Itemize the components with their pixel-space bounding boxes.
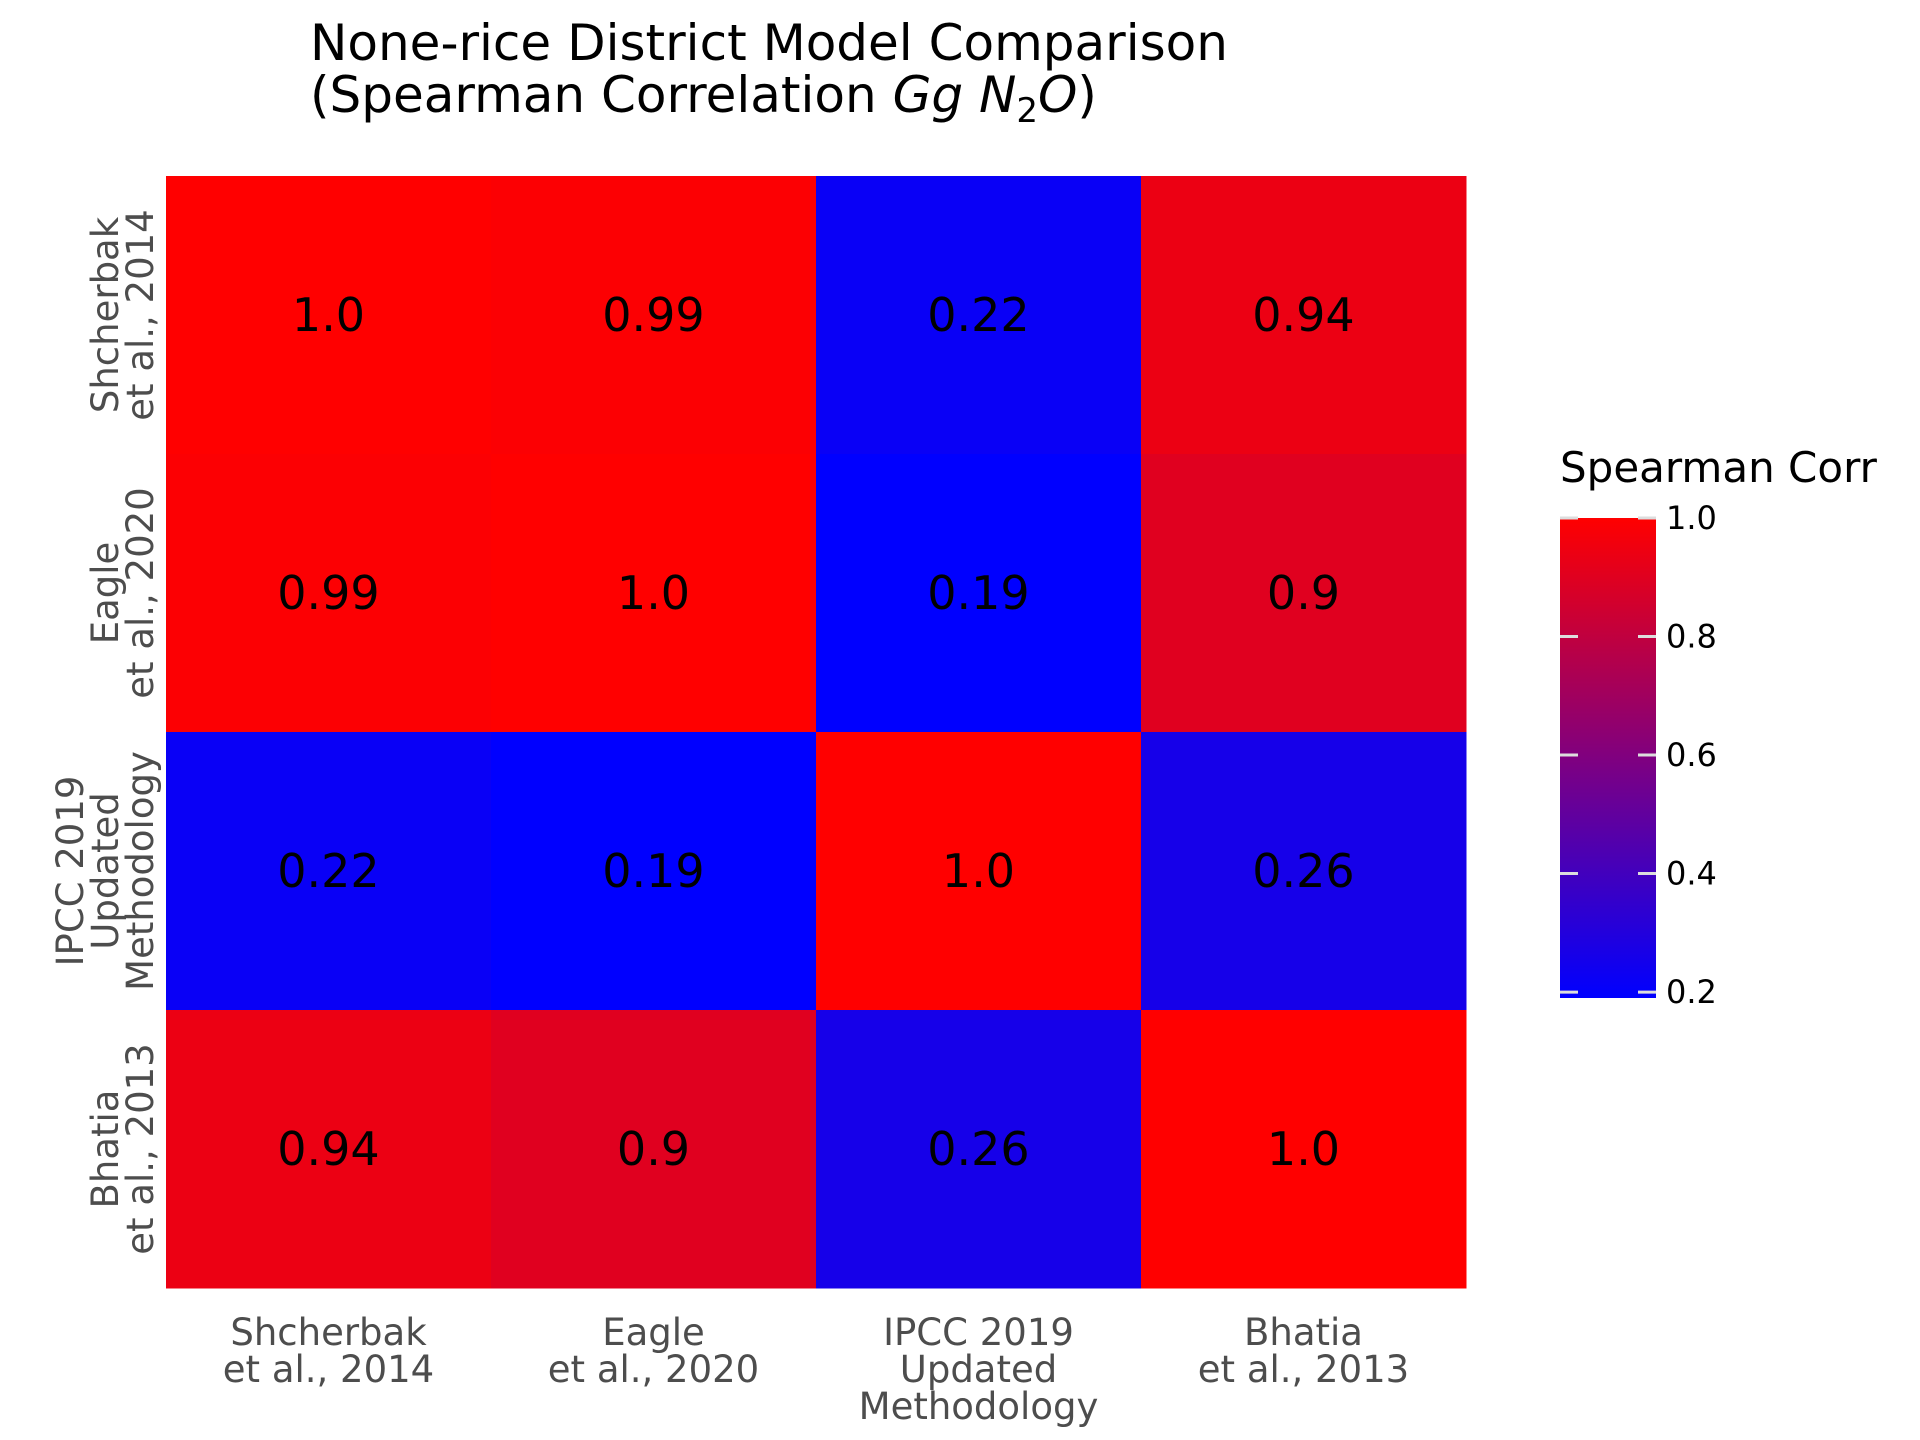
- cell-value-label-0-1: 0.99: [602, 288, 704, 342]
- cell-value-label-3-0: 0.94: [277, 1122, 379, 1176]
- heatmap-cell-3-2: [816, 1010, 1142, 1289]
- x-axis-tick-labels: Shcherbak et al., 2014 Eagle et al., 2020 IP…: [223, 1311, 1409, 1428]
- heatmap-cell-1-0: [166, 454, 492, 733]
- color-legend: Spearman Corr 1.0 0.8 0.6 0.4 0.2: [1560, 443, 1878, 1011]
- heatmap-cell-1-1: [491, 454, 817, 733]
- heatmap-cell-2-2: [816, 732, 1142, 1011]
- legend-ticks: 1.0 0.8 0.6 0.4 0.2: [1560, 499, 1717, 1011]
- y-tick-label-0: Shcherbaket al., 2014: [84, 209, 162, 420]
- heatmap-cell-0-1: [491, 176, 817, 455]
- legend-tick-label-3: 0.4: [1666, 855, 1717, 893]
- chart-title-line1: None-rice District Model Comparison: [310, 14, 1228, 72]
- cell-value-label-2-3: 0.26: [1252, 844, 1354, 898]
- legend-tick-label-1: 0.8: [1666, 618, 1717, 656]
- heatmap-cell-labels: 1.0 0.99 0.22 0.94 0.99 1.0 0.19 0.9 0.22 0.19 1.0…: [277, 288, 1354, 1176]
- legend-title: Spearman Corr: [1560, 443, 1878, 492]
- y-axis-tick-labels: Shcherbaket al., 2014 Eagleet al., 2020 IP…: [49, 209, 162, 1254]
- heatmap-cell-1-2: [816, 454, 1142, 733]
- heatmap-cell-0-3: [1141, 176, 1467, 455]
- cell-value-label-0-0: 1.0: [292, 288, 365, 342]
- y-tick-label-3: Bhatiaet al., 2013: [84, 1043, 162, 1254]
- heatmap-cell-2-3: [1141, 732, 1467, 1011]
- heatmap-cell-1-3: [1141, 454, 1467, 733]
- legend-tick-label-0: 1.0: [1666, 499, 1717, 537]
- cell-value-label-2-1: 0.19: [602, 844, 704, 898]
- cell-value-label-1-2: 0.19: [927, 566, 1029, 620]
- cell-value-label-3-2: 0.26: [927, 1122, 1029, 1176]
- heatmap-cell-3-0: [166, 1010, 492, 1289]
- y-tick-label-2: IPCC 2019UpdatedMethodology: [49, 751, 162, 991]
- cell-value-label-3-1: 0.9: [617, 1122, 690, 1176]
- y-tick-label-1: Eagleet al., 2020: [84, 487, 162, 698]
- chart-title-line2: (Spearman Correlation Gg N2O): [310, 66, 1097, 131]
- x-tick-label-1: Eagle et al., 2020: [548, 1311, 759, 1391]
- cell-value-label-3-3: 1.0: [1267, 1122, 1340, 1176]
- cell-value-label-2-0: 0.22: [277, 844, 379, 898]
- legend-tick-label-4: 0.2: [1666, 973, 1717, 1011]
- heatmap-cell-0-2: [816, 176, 1142, 455]
- cell-value-label-2-2: 1.0: [942, 844, 1015, 898]
- cell-value-label-1-3: 0.9: [1267, 566, 1340, 620]
- cell-value-label-1-0: 0.99: [277, 566, 379, 620]
- heatmap-cell-2-1: [491, 732, 817, 1011]
- heatmap-cell-3-1: [491, 1010, 817, 1289]
- cell-value-label-1-1: 1.0: [617, 566, 690, 620]
- legend-tick-label-2: 0.6: [1666, 736, 1717, 774]
- x-tick-label-2: IPCC 2019 Updated Methodology: [859, 1311, 1099, 1428]
- cell-value-label-0-2: 0.22: [927, 288, 1029, 342]
- cell-value-label-0-3: 0.94: [1252, 288, 1354, 342]
- legend-colorbar: [1560, 518, 1656, 998]
- heatmap-cells: [166, 176, 1467, 1289]
- heatmap-cell-3-3: [1141, 1010, 1467, 1289]
- chart-title: None-rice District Model Comparison (Spe…: [310, 14, 1228, 131]
- x-tick-label-0: Shcherbak et al., 2014: [223, 1311, 434, 1391]
- heatmap-cell-2-0: [166, 732, 492, 1011]
- heatmap-cell-0-0: [166, 176, 492, 455]
- x-tick-label-3: Bhatia et al., 2013: [1198, 1311, 1409, 1391]
